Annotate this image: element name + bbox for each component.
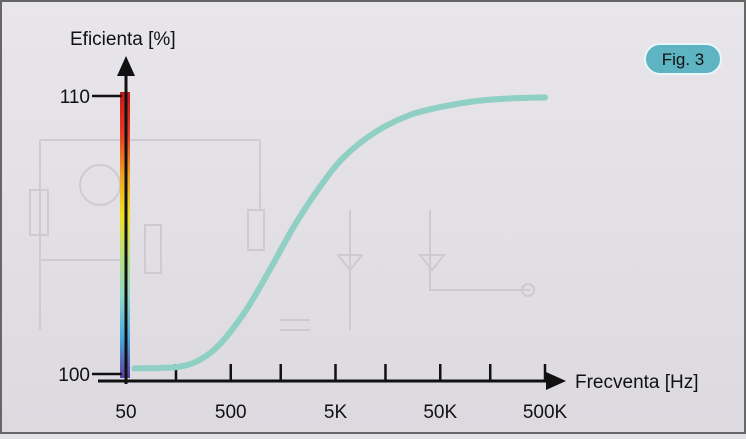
- y-ticks: 100 110: [58, 87, 122, 386]
- x-tick-label: 50: [115, 402, 136, 423]
- y-tick-label: 100: [58, 365, 90, 386]
- x-tick-label: 50K: [423, 402, 457, 423]
- y-axis-arrowhead: [117, 56, 135, 76]
- x-tick-label: 5K: [324, 402, 348, 423]
- figure-badge: Fig. 3: [644, 43, 722, 75]
- y-tick-label: 110: [60, 87, 90, 108]
- figure-label: Fig. 3: [662, 50, 705, 69]
- x-ticks: 50 500 5K 50K 500K: [115, 364, 568, 423]
- x-tick-label: 500K: [523, 402, 568, 423]
- x-axis-label: Frecventa [Hz]: [575, 372, 699, 393]
- efficiency-curve: [131, 94, 548, 372]
- x-tick-label: 500: [215, 402, 247, 423]
- x-axis-arrowhead: [546, 372, 566, 390]
- y-axis-label: Eficienta [%]: [70, 29, 176, 50]
- background-schematic: [29, 139, 535, 331]
